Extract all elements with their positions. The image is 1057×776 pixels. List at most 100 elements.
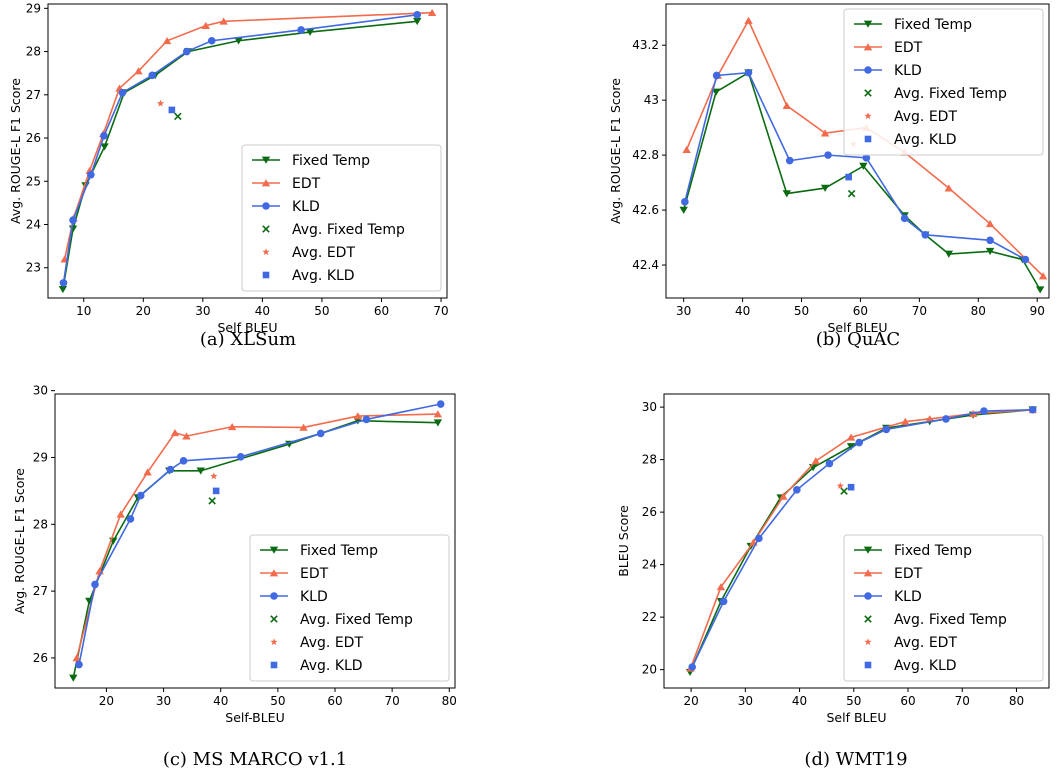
- point-kld: [855, 438, 864, 447]
- x-tick-label: 70: [433, 304, 448, 318]
- point-fixed-temp: [820, 184, 830, 192]
- plot-frame: [54, 393, 456, 689]
- series-kld: [688, 405, 1037, 671]
- legend-label: Avg. EDT: [894, 635, 957, 651]
- point-edt: [427, 8, 437, 17]
- point-fixed-temp: [782, 190, 791, 198]
- point-fixed-temp: [69, 674, 78, 682]
- x-tick-label: 40: [255, 304, 270, 318]
- point-fixed-temp: [944, 250, 954, 258]
- y-tick-label: 24: [26, 218, 41, 232]
- point-kld: [316, 429, 325, 438]
- point-kld: [413, 11, 422, 19]
- point-fixed-temp: [859, 162, 868, 170]
- point-fixed-temp: [413, 17, 422, 26]
- legend-label: Fixed Temp: [292, 153, 370, 169]
- series-line-kld: [691, 408, 1033, 668]
- legend-label: Avg. Fixed Temp: [894, 612, 1007, 628]
- series-line-kld: [684, 71, 1026, 261]
- point-edt: [353, 412, 363, 420]
- point-avg-fixed-temp: [174, 112, 182, 121]
- x-tick-label: 20: [136, 304, 151, 318]
- point-fixed-temp: [846, 443, 856, 451]
- legend-marker: [864, 66, 872, 74]
- y-tick-label: 43.2: [632, 38, 659, 52]
- plot-frame: [47, 3, 448, 299]
- legend-marker: [270, 592, 278, 600]
- x-tick-label: 60: [374, 304, 389, 318]
- y-tick-label: 28: [642, 453, 657, 467]
- legend-label: Avg. Fixed Temp: [300, 612, 413, 628]
- legend-marker: [864, 135, 872, 143]
- point-edt: [116, 510, 125, 518]
- legend-entry-avg-kld: Avg. KLD: [270, 658, 363, 674]
- legend-marker: [864, 661, 872, 669]
- x-tick-label: 70: [385, 694, 400, 708]
- legend-entry-kld: KLD: [260, 589, 328, 605]
- point-kld: [882, 425, 891, 434]
- series-kld: [681, 68, 1030, 264]
- y-tick-label: 27: [33, 584, 48, 598]
- legend-entry-edt: EDT: [260, 566, 329, 582]
- panel-caption: (c) MS MARCO v1.1: [163, 749, 347, 770]
- x-tick-label: 30: [738, 694, 753, 708]
- panel-caption: (b) QuAC: [816, 329, 900, 350]
- x-tick-label: 30: [156, 694, 171, 708]
- point-kld: [1021, 255, 1030, 264]
- legend-label: Fixed Temp: [894, 543, 972, 559]
- point-avg-fixed-temp: [847, 189, 856, 198]
- series-line-fixed-temp: [62, 20, 418, 290]
- legend-marker: [864, 638, 872, 646]
- point-edt: [716, 583, 726, 591]
- legend-label: EDT: [894, 566, 923, 582]
- chart-xlsum: 10 20 30 40 50 60 70 23 24 25 26 27 28 29 Self BLEU Avg…: [8, 1, 449, 350]
- point-kld: [755, 534, 763, 543]
- point-kld: [862, 154, 871, 162]
- point-kld: [59, 279, 68, 287]
- point-kld: [921, 231, 930, 239]
- point-fixed-temp: [58, 285, 68, 294]
- legend-entry-kld: KLD: [252, 199, 320, 215]
- legend-label: KLD: [292, 199, 320, 215]
- legend-entry-avg-fixed-temp: Avg. Fixed Temp: [262, 222, 405, 238]
- legend-marker: [863, 569, 873, 577]
- x-tick-label: 80: [442, 694, 457, 708]
- y-tick-label: 28: [33, 517, 48, 531]
- y-tick-label: 43: [644, 93, 659, 107]
- series-kld: [59, 11, 422, 287]
- legend-entry-kld: KLD: [854, 63, 922, 79]
- point-kld: [719, 597, 728, 606]
- legend-box: [843, 534, 1044, 682]
- legend-entry-fixed-temp: Fixed Temp: [854, 17, 972, 33]
- point-kld: [148, 71, 157, 80]
- y-tick-label: 29: [33, 450, 48, 464]
- point-edt: [985, 220, 995, 228]
- legend-label: Avg. KLD: [894, 658, 957, 674]
- legend: Fixed Temp EDT KLD Avg. Fixed Temp Avg. EDT A…: [843, 8, 1044, 156]
- legend-marker: [262, 248, 270, 256]
- legend-label: KLD: [894, 589, 922, 605]
- x-tick-label: 20: [99, 694, 114, 708]
- point-avg-fixed-temp: [840, 487, 848, 495]
- y-tick-label: 28: [26, 45, 41, 59]
- point-fixed-temp: [433, 419, 443, 427]
- point-edt: [227, 422, 237, 431]
- series-kld: [75, 400, 445, 669]
- point-edt: [782, 101, 791, 110]
- x-axis-label: Self-BLEU: [225, 710, 284, 725]
- point-edt: [846, 433, 856, 441]
- point-kld: [75, 660, 83, 669]
- point-kld: [166, 465, 175, 474]
- y-tick-label: 25: [26, 174, 41, 188]
- legend-entry-avg-kld: Avg. KLD: [262, 268, 355, 284]
- point-kld: [986, 236, 994, 245]
- y-tick-label: 27: [26, 88, 41, 102]
- point-kld: [362, 415, 371, 424]
- point-kld: [91, 580, 99, 589]
- y-axis-label: Avg. ROUGE-L F1 Score: [8, 78, 23, 224]
- x-tick-label: 60: [853, 304, 868, 318]
- point-kld: [793, 486, 801, 494]
- point-kld: [900, 214, 909, 223]
- point-kld: [436, 400, 445, 408]
- y-tick-label: 24: [642, 558, 657, 572]
